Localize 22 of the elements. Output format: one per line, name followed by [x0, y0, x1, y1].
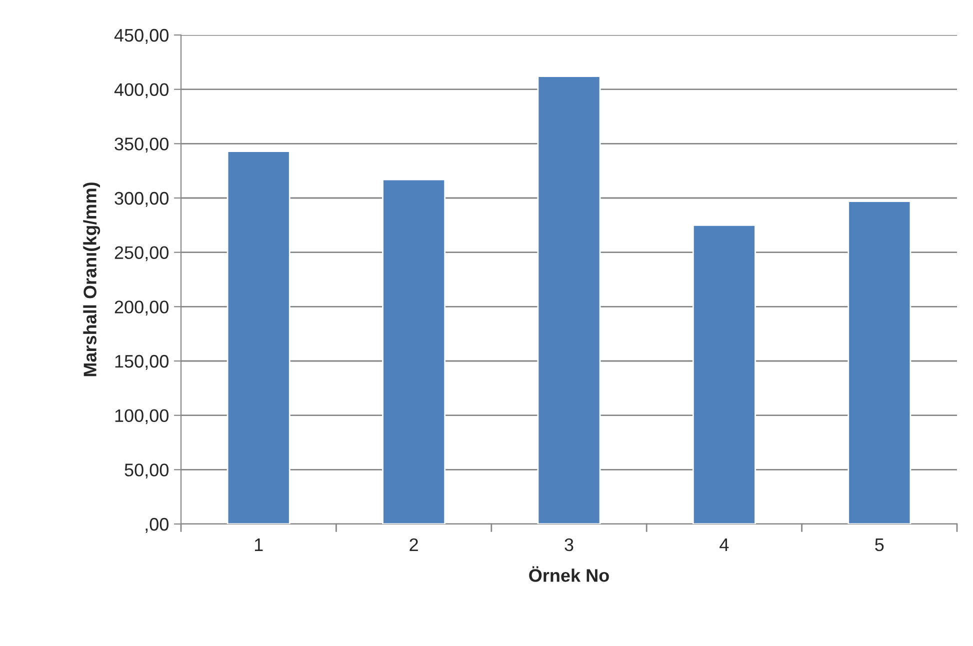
x-tick-label: 2 [410, 538, 418, 551]
x-tick-label: 5 [875, 538, 884, 552]
y-tick-label: 300,00 [114, 192, 168, 207]
x-tick-label: 3 [564, 538, 574, 552]
y-tick-label: ,00 [146, 518, 168, 533]
y-tick-label: 400,00 [114, 83, 168, 98]
y-tick-label: 200,00 [114, 300, 168, 316]
x-tick-label: 4 [720, 538, 729, 551]
y-tick-label: 150,00 [115, 354, 168, 370]
y-axis-title: Marshall Oranı(kg/mm) [83, 182, 100, 376]
bar [382, 178, 446, 524]
x-axis-title: Örnek No [529, 566, 609, 582]
y-tick-label: 450,00 [114, 28, 168, 44]
bar [692, 224, 756, 524]
x-tick-label: 1 [254, 538, 263, 551]
bar [537, 76, 601, 524]
y-tick-label: 100,00 [115, 409, 168, 424]
bar [226, 150, 290, 524]
bar [848, 200, 912, 524]
y-tick-label: 50,00 [124, 464, 168, 479]
y-tick-label: 250,00 [114, 246, 168, 262]
y-tick-label: 350,00 [114, 138, 168, 153]
